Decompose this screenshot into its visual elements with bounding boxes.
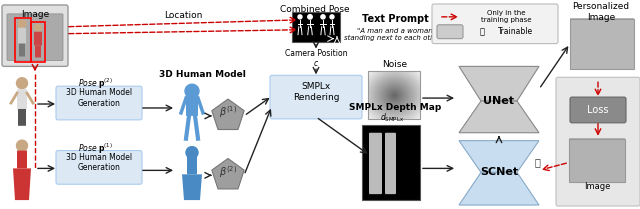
Polygon shape bbox=[459, 66, 539, 101]
Polygon shape bbox=[182, 174, 202, 200]
Text: 3D Human Model: 3D Human Model bbox=[159, 70, 245, 79]
FancyBboxPatch shape bbox=[56, 86, 142, 120]
Text: Combined Pose: Combined Pose bbox=[280, 5, 350, 14]
FancyBboxPatch shape bbox=[18, 28, 26, 44]
FancyBboxPatch shape bbox=[187, 157, 197, 174]
Polygon shape bbox=[212, 99, 244, 130]
FancyBboxPatch shape bbox=[369, 133, 382, 194]
Circle shape bbox=[17, 140, 28, 151]
Text: SCNet: SCNet bbox=[480, 167, 518, 177]
Circle shape bbox=[17, 78, 28, 89]
Text: 3D Human Model
Generation: 3D Human Model Generation bbox=[66, 153, 132, 172]
FancyBboxPatch shape bbox=[19, 44, 25, 56]
Bar bbox=[368, 71, 420, 119]
FancyBboxPatch shape bbox=[17, 89, 27, 109]
Text: Location: Location bbox=[164, 11, 202, 20]
Bar bbox=[292, 12, 340, 42]
Circle shape bbox=[186, 147, 198, 158]
Polygon shape bbox=[212, 158, 244, 189]
Text: Camera Position
$c$: Camera Position $c$ bbox=[285, 49, 348, 68]
Bar bbox=[570, 19, 634, 69]
FancyBboxPatch shape bbox=[385, 133, 396, 194]
Circle shape bbox=[18, 20, 26, 28]
Text: "A man and a woman
standing next to each other": "A man and a woman standing next to each… bbox=[344, 28, 445, 41]
FancyBboxPatch shape bbox=[437, 25, 463, 39]
Circle shape bbox=[298, 15, 302, 19]
Text: Only in the
training phase: Only in the training phase bbox=[481, 10, 531, 23]
Text: 🔒: 🔒 bbox=[534, 157, 540, 167]
Bar bbox=[15, 18, 31, 62]
Circle shape bbox=[308, 15, 312, 19]
Text: Pose $\mathbf{p}^{(1)}$: Pose $\mathbf{p}^{(1)}$ bbox=[79, 141, 113, 156]
Circle shape bbox=[321, 15, 325, 19]
FancyBboxPatch shape bbox=[35, 46, 41, 57]
Text: 3D Human Model
Generation: 3D Human Model Generation bbox=[66, 88, 132, 108]
Text: SMPLx
Rendering: SMPLx Rendering bbox=[292, 82, 339, 102]
Text: $d_{\mathrm{SMPLx}}$: $d_{\mathrm{SMPLx}}$ bbox=[380, 112, 404, 124]
Text: Image: Image bbox=[21, 10, 49, 19]
Text: 🔒: 🔒 bbox=[479, 27, 484, 36]
Text: Loss: Loss bbox=[588, 105, 609, 115]
Text: Trainable: Trainable bbox=[499, 27, 534, 36]
FancyBboxPatch shape bbox=[186, 94, 198, 116]
Text: UNet: UNet bbox=[483, 96, 515, 106]
Circle shape bbox=[330, 15, 334, 19]
Text: $\beta^{(2)}$: $\beta^{(2)}$ bbox=[219, 164, 237, 180]
FancyBboxPatch shape bbox=[7, 14, 63, 60]
FancyBboxPatch shape bbox=[17, 150, 27, 168]
FancyBboxPatch shape bbox=[570, 97, 626, 123]
Bar bbox=[362, 125, 420, 200]
Polygon shape bbox=[459, 172, 539, 205]
Bar bbox=[31, 22, 45, 62]
Text: Pose $\mathbf{p}^{(2)}$: Pose $\mathbf{p}^{(2)}$ bbox=[79, 77, 113, 91]
Text: Noise: Noise bbox=[383, 60, 408, 69]
Text: SMPLx Depth Map: SMPLx Depth Map bbox=[349, 103, 441, 112]
FancyBboxPatch shape bbox=[556, 77, 640, 206]
Bar bbox=[569, 139, 625, 182]
Text: Image: Image bbox=[584, 182, 610, 191]
FancyBboxPatch shape bbox=[56, 150, 142, 184]
Text: Personalized
Image: Personalized Image bbox=[572, 2, 630, 22]
FancyBboxPatch shape bbox=[432, 4, 558, 44]
FancyBboxPatch shape bbox=[2, 5, 68, 66]
FancyBboxPatch shape bbox=[270, 75, 362, 119]
Polygon shape bbox=[459, 141, 539, 172]
Text: $\beta^{(1)}$: $\beta^{(1)}$ bbox=[219, 104, 237, 120]
Text: Text Prompt: Text Prompt bbox=[362, 14, 428, 24]
FancyBboxPatch shape bbox=[34, 32, 42, 46]
Polygon shape bbox=[459, 101, 539, 133]
Polygon shape bbox=[13, 168, 31, 200]
Circle shape bbox=[185, 84, 199, 98]
FancyBboxPatch shape bbox=[18, 109, 26, 126]
Circle shape bbox=[35, 24, 42, 31]
